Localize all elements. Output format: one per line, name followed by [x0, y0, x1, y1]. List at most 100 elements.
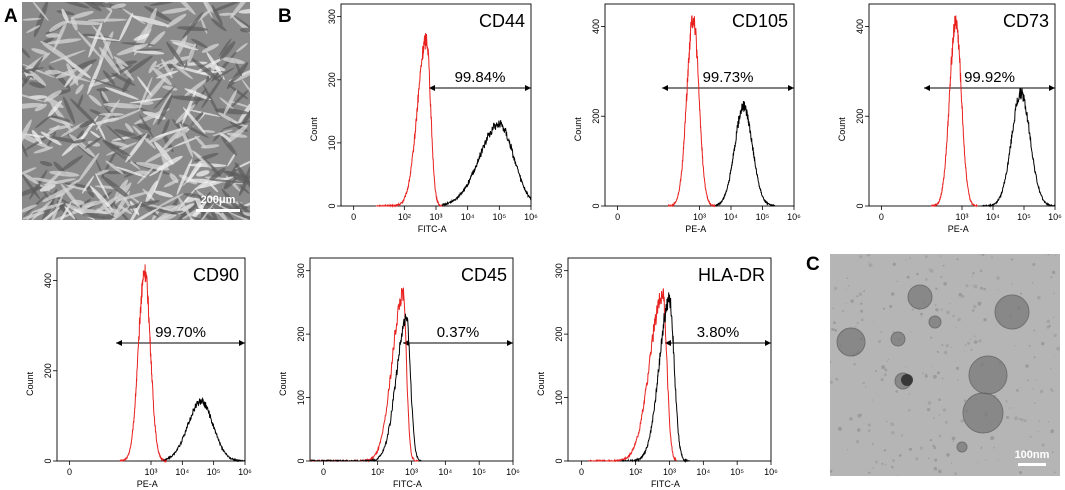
- ytick-label-cd105: 400: [591, 19, 601, 34]
- gate-arrow-left-cd90: [116, 340, 122, 346]
- cell: [63, 96, 76, 124]
- grain: [970, 348, 973, 351]
- histogram-marker-hla-dr: [621, 292, 690, 463]
- cell: [103, 140, 131, 157]
- cell: [153, 85, 176, 110]
- vesicle: [962, 392, 1004, 434]
- grain: [940, 275, 943, 279]
- percentage-label-cd44: 99.84%: [455, 69, 506, 86]
- grain: [984, 459, 987, 462]
- percentage-label-cd73: 99.92%: [964, 69, 1015, 86]
- cell: [157, 61, 170, 70]
- grain: [925, 278, 928, 281]
- grain: [891, 459, 895, 462]
- cell: [162, 128, 183, 151]
- grain: [868, 471, 871, 474]
- ytick-label-cd45: 0: [296, 458, 306, 463]
- cell: [46, 124, 60, 136]
- cell: [148, 31, 166, 48]
- cell: [34, 116, 50, 129]
- cell: [48, 21, 66, 32]
- cell: [179, 123, 194, 158]
- cell: [22, 103, 44, 109]
- grain: [972, 309, 975, 312]
- grain: [998, 460, 1000, 462]
- grain: [860, 318, 864, 322]
- grain: [972, 285, 973, 287]
- cell: [106, 125, 126, 142]
- cell: [128, 207, 160, 220]
- cell: [22, 143, 28, 158]
- grain: [955, 366, 960, 370]
- grain: [980, 255, 981, 257]
- cell: [24, 173, 39, 185]
- grain: [965, 284, 969, 288]
- cell: [22, 46, 31, 59]
- ytick-label-hla-dr: 200: [554, 327, 564, 342]
- cell: [201, 129, 216, 133]
- marker-title-cd90: CD90: [193, 265, 239, 285]
- ytick-label-cd44: 0: [327, 203, 337, 208]
- grain: [942, 408, 947, 412]
- gate-arrow-left-cd73: [924, 85, 930, 91]
- cell: [183, 193, 205, 199]
- grain: [881, 365, 886, 370]
- grain: [927, 408, 931, 412]
- cell: [75, 84, 84, 95]
- grain: [1051, 451, 1054, 454]
- cell: [22, 204, 38, 214]
- panel-label-a: A: [4, 6, 18, 27]
- grain: [942, 264, 945, 267]
- ytick-label-cd105: 200: [591, 109, 601, 124]
- cell: [145, 180, 159, 203]
- micrograph-a-cells: [22, 2, 250, 220]
- grain: [862, 381, 865, 385]
- ytick-label-cd73: 0: [855, 203, 865, 208]
- grain: [1024, 260, 1026, 262]
- ytick-label-cd44: 200: [327, 72, 337, 87]
- grain: [940, 255, 942, 257]
- grain: [1046, 319, 1051, 324]
- histogram-hla-dr: 0 100 200 300 0 10² 10³ 10⁴ 10⁵ 10⁶ FITC-A Count HLA…: [536, 257, 778, 489]
- grain: [921, 372, 924, 375]
- cell: [154, 126, 189, 138]
- histogram-cd45: 0 100 200 300 0 10² 10³ 10⁴ 10⁵ 10⁶ FITC-A Count CD4…: [278, 257, 520, 489]
- micrograph-c-background: [830, 254, 1060, 476]
- grain: [834, 286, 838, 290]
- plot-frame-cd44: [340, 3, 532, 207]
- cell: [149, 2, 179, 6]
- ytick-label-cd90: 0: [43, 458, 53, 463]
- cell: [212, 129, 233, 137]
- grain: [931, 375, 933, 377]
- cell: [156, 155, 183, 171]
- grain: [1020, 386, 1022, 388]
- vesicle: [836, 327, 866, 357]
- xtick-label-hla-dr: 10²: [629, 467, 642, 477]
- grain: [831, 328, 835, 331]
- cell: [219, 38, 232, 57]
- cell: [31, 130, 43, 145]
- cell: [212, 67, 235, 81]
- x-axis-label-cd45: FITC-A: [393, 479, 422, 489]
- cell: [143, 7, 157, 41]
- grain: [958, 292, 963, 297]
- cell: [137, 166, 155, 185]
- grain: [830, 380, 833, 384]
- cell: [68, 133, 96, 158]
- cell: [144, 5, 172, 22]
- cell: [182, 107, 206, 135]
- cell: [238, 8, 250, 14]
- cell: [211, 2, 241, 13]
- grain: [856, 321, 859, 325]
- grain: [860, 309, 864, 313]
- grain: [1037, 431, 1040, 433]
- cell: [241, 79, 250, 97]
- cell: [136, 123, 152, 131]
- grain: [1053, 292, 1055, 295]
- grain: [919, 446, 923, 450]
- grain: [942, 377, 944, 380]
- grain: [996, 324, 998, 326]
- grain: [900, 434, 904, 437]
- cell: [95, 169, 109, 176]
- gate-arrow-right-cd73: [1049, 85, 1055, 91]
